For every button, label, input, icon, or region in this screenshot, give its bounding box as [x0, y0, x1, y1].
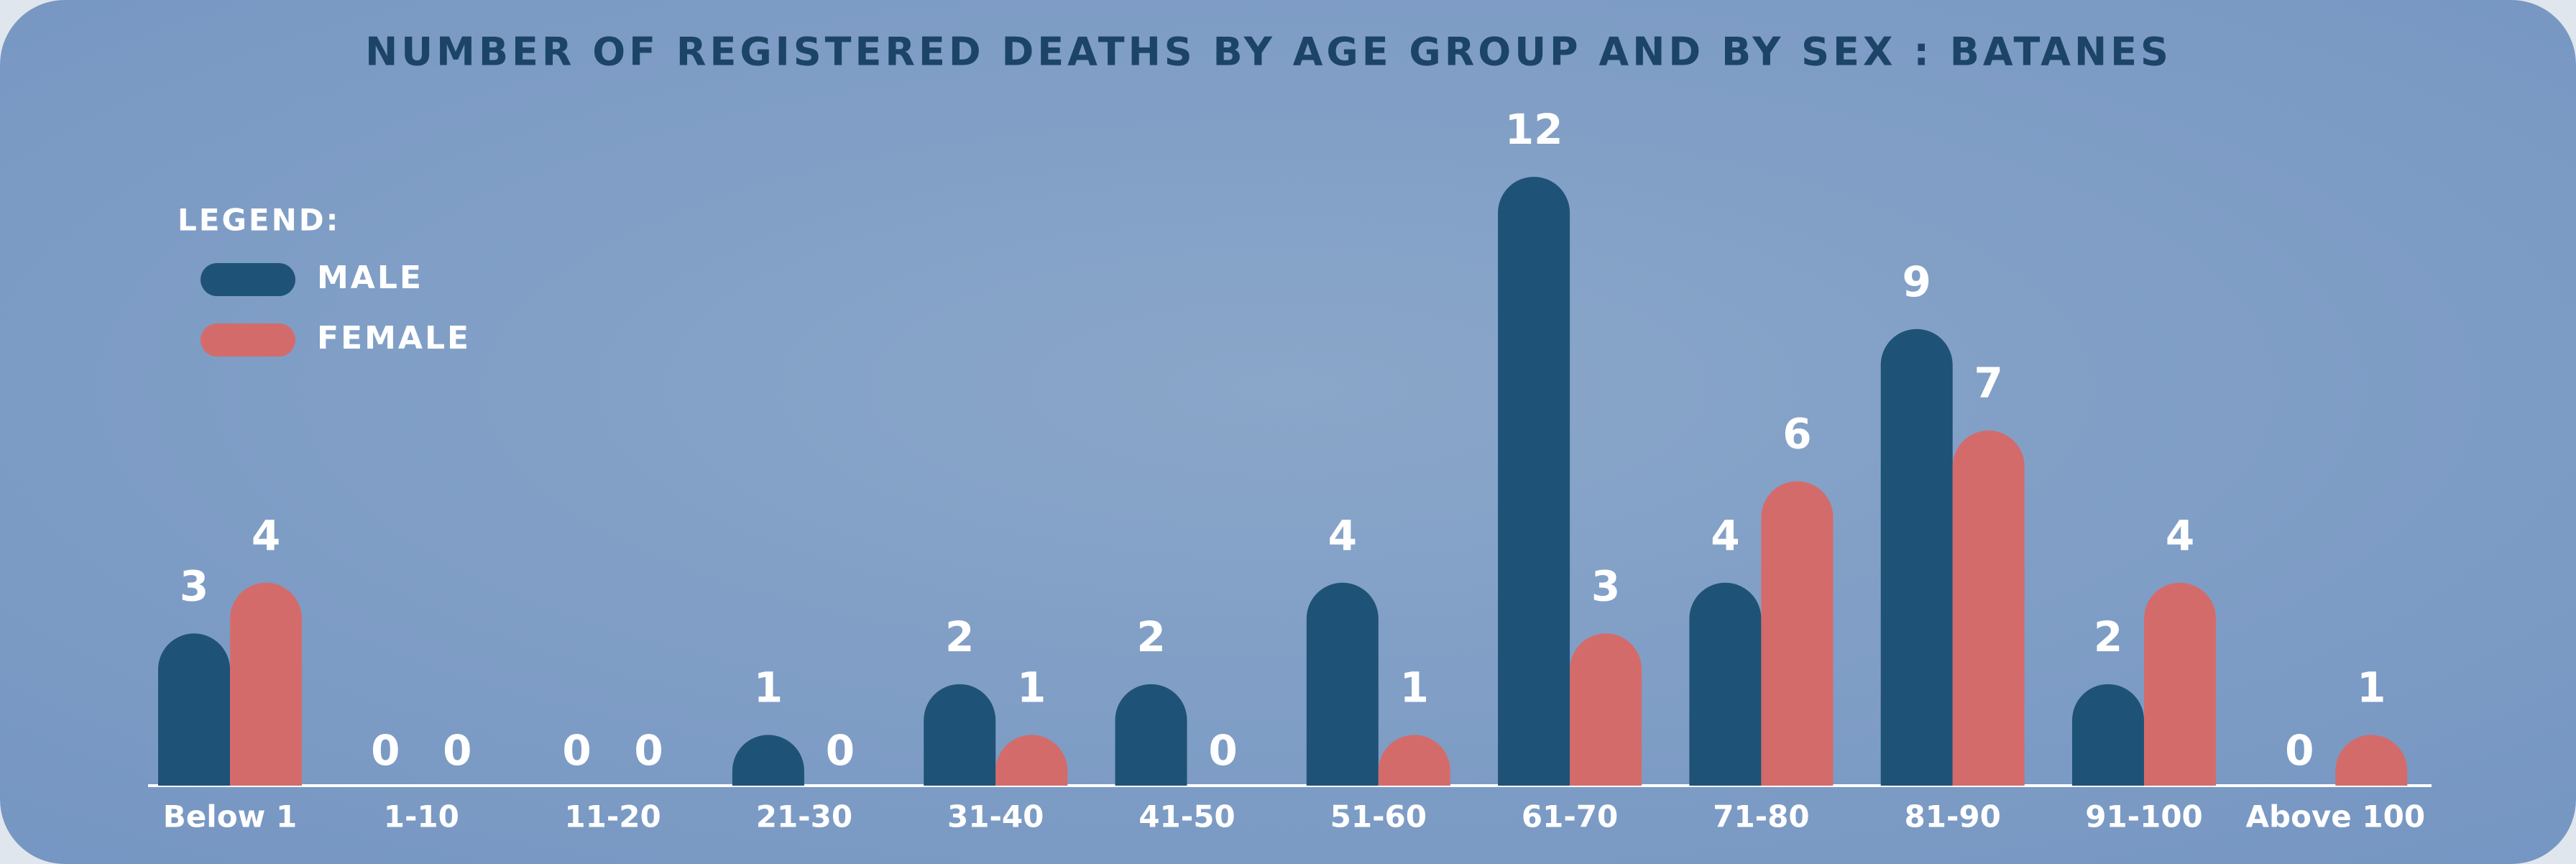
x-tick-label: Below 1 [163, 799, 297, 835]
legend-label: MALE [317, 259, 423, 296]
x-tick-label: 51-60 [1330, 799, 1427, 835]
data-label: 2 [1136, 612, 1165, 661]
data-label: 2 [945, 612, 974, 661]
bar [2072, 684, 2144, 786]
data-label: 4 [1711, 511, 1739, 560]
data-label: 2 [2094, 612, 2122, 661]
data-label: 1 [1400, 663, 1429, 712]
x-tick-label: 31-40 [947, 799, 1044, 835]
data-label: 9 [1903, 257, 1931, 306]
data-label: 1 [1017, 663, 1046, 712]
x-tick-label: 11-20 [564, 799, 661, 835]
data-label: 0 [1208, 726, 1237, 775]
data-label: 0 [371, 726, 400, 775]
chart-title: NUMBER OF REGISTERED DEATHS BY AGE GROUP… [365, 29, 2172, 75]
x-tick-label: 61-70 [1522, 799, 1618, 835]
data-label: 3 [180, 561, 208, 610]
data-label: 4 [1328, 511, 1357, 560]
bar [1689, 583, 1761, 786]
bar [1953, 431, 2025, 786]
data-label: 4 [2166, 511, 2194, 560]
x-tick-label: Above 100 [2246, 799, 2426, 835]
bar [1116, 684, 1187, 786]
bar [230, 583, 302, 786]
bar [1307, 583, 1379, 786]
data-label: 7 [1974, 359, 2003, 408]
bar [924, 684, 995, 786]
legend-title: LEGEND: [178, 203, 340, 238]
data-label: 4 [252, 511, 280, 560]
data-label: 0 [634, 726, 663, 775]
data-label: 0 [826, 726, 855, 775]
bar [1761, 482, 1833, 786]
bar [2144, 583, 2216, 786]
chart: NUMBER OF REGISTERED DEATHS BY AGE GROUP… [0, 0, 2576, 864]
data-label: 12 [1505, 105, 1563, 154]
bar [1498, 177, 1570, 786]
data-label: 1 [2357, 663, 2386, 712]
bar [1570, 633, 1642, 786]
data-label: 0 [2285, 726, 2314, 775]
data-label: 3 [1591, 561, 1620, 610]
legend-swatch [201, 323, 295, 357]
legend-swatch [201, 263, 295, 296]
legend-label: FEMALE [317, 320, 471, 357]
data-label: 1 [754, 663, 783, 712]
bar [1881, 329, 1953, 786]
x-tick-label: 71-80 [1713, 799, 1809, 835]
data-label: 0 [443, 726, 472, 775]
x-tick-label: 41-50 [1138, 799, 1235, 835]
x-tick-label: 91-100 [2085, 799, 2203, 835]
x-tick-label: 21-30 [756, 799, 852, 835]
data-label: 0 [562, 726, 591, 775]
x-tick-label: 81-90 [1905, 799, 2001, 835]
data-label: 6 [1782, 410, 1811, 459]
bar [158, 633, 230, 786]
x-tick-label: 1-10 [384, 799, 459, 835]
